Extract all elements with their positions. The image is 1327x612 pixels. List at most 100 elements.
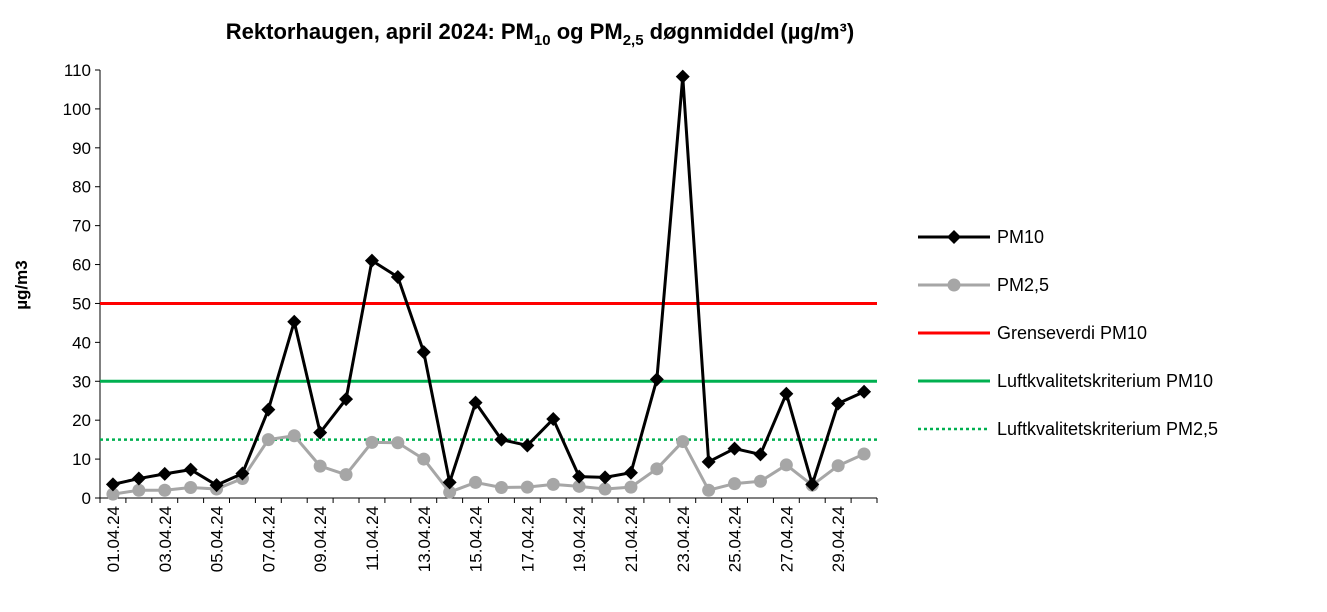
legend-item: Grenseverdi PM10 <box>918 323 1147 343</box>
reference-lines <box>100 301 877 441</box>
title-segment: døgnmiddel (µg/m³) <box>644 19 855 44</box>
data-point-marker <box>468 395 483 410</box>
data-point-marker <box>947 230 961 244</box>
y-tick-label: 80 <box>72 178 91 197</box>
y-tick-label: 40 <box>72 333 91 352</box>
data-point-marker <box>287 429 301 443</box>
legend-label: PM10 <box>997 227 1044 247</box>
x-tick-label: 03.04.24 <box>156 506 175 572</box>
y-axis-label-group: µg/m3 <box>12 260 31 309</box>
x-tick-label: 29.04.24 <box>829 506 848 572</box>
title-subscript: 10 <box>534 32 551 49</box>
data-point-marker <box>702 483 716 497</box>
data-point-marker <box>494 480 508 494</box>
x-tick-label: 19.04.24 <box>570 506 589 572</box>
x-tick-label: 23.04.24 <box>674 506 693 572</box>
legend-item: Luftkvalitetskriterium PM2,5 <box>918 419 1218 439</box>
series-pm2-5 <box>106 429 871 501</box>
data-point-marker <box>287 314 302 329</box>
x-tick-label: 25.04.24 <box>726 506 745 572</box>
x-tick-label: 17.04.24 <box>518 506 537 572</box>
title-subscript: 2,5 <box>623 32 644 49</box>
data-point-marker <box>701 454 716 469</box>
data-point-marker <box>183 462 198 477</box>
data-point-marker <box>857 447 871 461</box>
legend-item: PM10 <box>918 227 1044 247</box>
data-point-marker <box>158 483 172 497</box>
x-tick-label: 21.04.24 <box>622 506 641 572</box>
data-point-marker <box>364 253 379 268</box>
data-point-marker <box>727 441 742 456</box>
data-point-marker <box>779 458 793 472</box>
data-point-marker <box>339 392 354 407</box>
data-point-marker <box>209 478 224 493</box>
data-point-marker <box>417 452 431 466</box>
y-tick-label: 0 <box>82 489 91 508</box>
y-axis-label: µg/m3 <box>12 260 31 309</box>
y-tick-label: 110 <box>64 61 91 80</box>
y-tick-label: 30 <box>72 372 91 391</box>
legend-label: PM2,5 <box>997 275 1049 295</box>
data-point-marker <box>572 479 586 493</box>
data-point-marker <box>131 471 146 486</box>
data-point-marker <box>598 470 613 485</box>
title-segment: og PM <box>551 19 623 44</box>
x-tick-label: 07.04.24 <box>259 506 278 572</box>
data-point-marker <box>416 345 431 360</box>
data-point-marker <box>572 469 587 484</box>
data-point-marker <box>261 402 276 417</box>
data-point-marker <box>546 412 561 427</box>
data-point-marker <box>598 482 612 496</box>
y-tick-label: 70 <box>72 217 91 236</box>
x-tick-label: 09.04.24 <box>311 506 330 572</box>
data-point-marker <box>442 475 457 490</box>
legend-item: Luftkvalitetskriterium PM10 <box>918 371 1213 391</box>
data-point-marker <box>623 465 638 480</box>
legend-label: Luftkvalitetskriterium PM10 <box>997 371 1213 391</box>
data-point-marker <box>520 480 534 494</box>
data-point-marker <box>261 433 275 447</box>
data-point-marker <box>947 278 961 292</box>
data-point-marker <box>443 485 457 499</box>
x-tick-label: 27.04.24 <box>777 506 796 572</box>
data-point-marker <box>313 459 327 473</box>
legend-label: Grenseverdi PM10 <box>997 323 1147 343</box>
data-point-marker <box>313 425 328 440</box>
data-point-marker <box>857 384 872 399</box>
series-line <box>112 75 865 487</box>
x-tick-label: 11.04.24 <box>363 506 382 571</box>
series-line <box>112 434 865 496</box>
data-point-marker <box>105 477 120 492</box>
legend-item: PM2,5 <box>918 275 1049 295</box>
data-point-marker <box>753 447 768 462</box>
y-tick-label: 60 <box>72 256 91 275</box>
data-point-marker <box>106 487 120 501</box>
data-point-marker <box>624 480 638 494</box>
data-point-marker <box>546 477 560 491</box>
data-point-marker <box>184 480 198 494</box>
data-point-marker <box>753 474 767 488</box>
data-point-marker <box>520 438 535 453</box>
y-tick-label: 100 <box>63 100 91 119</box>
x-tick-label: 01.04.24 <box>104 506 123 572</box>
data-point-marker <box>675 69 690 84</box>
data-point-marker <box>339 468 353 482</box>
x-tick-label: 15.04.24 <box>467 506 486 572</box>
y-tick-label: 20 <box>72 411 91 430</box>
legend-label: Luftkvalitetskriterium PM2,5 <box>997 419 1218 439</box>
data-point-marker <box>676 435 690 449</box>
data-point-marker <box>390 269 405 284</box>
series-pm10 <box>105 69 872 493</box>
data-point-marker <box>805 477 820 492</box>
x-tick-label: 05.04.24 <box>208 506 227 572</box>
data-point-marker <box>494 432 509 447</box>
x-tick-label: 13.04.24 <box>415 506 434 572</box>
data-point-marker <box>235 466 250 481</box>
data-point-marker <box>728 477 742 491</box>
axes: 0 10 20 30 40 50 60 70 80 90 100 110 01.04.24 03.04.2… <box>63 61 878 572</box>
data-point-marker <box>469 475 483 489</box>
data-point-marker <box>157 466 172 481</box>
data-point-marker <box>779 386 794 401</box>
chart-title: Rektorhaugen, april 2024: PM10 og PM2,5 … <box>226 19 854 49</box>
